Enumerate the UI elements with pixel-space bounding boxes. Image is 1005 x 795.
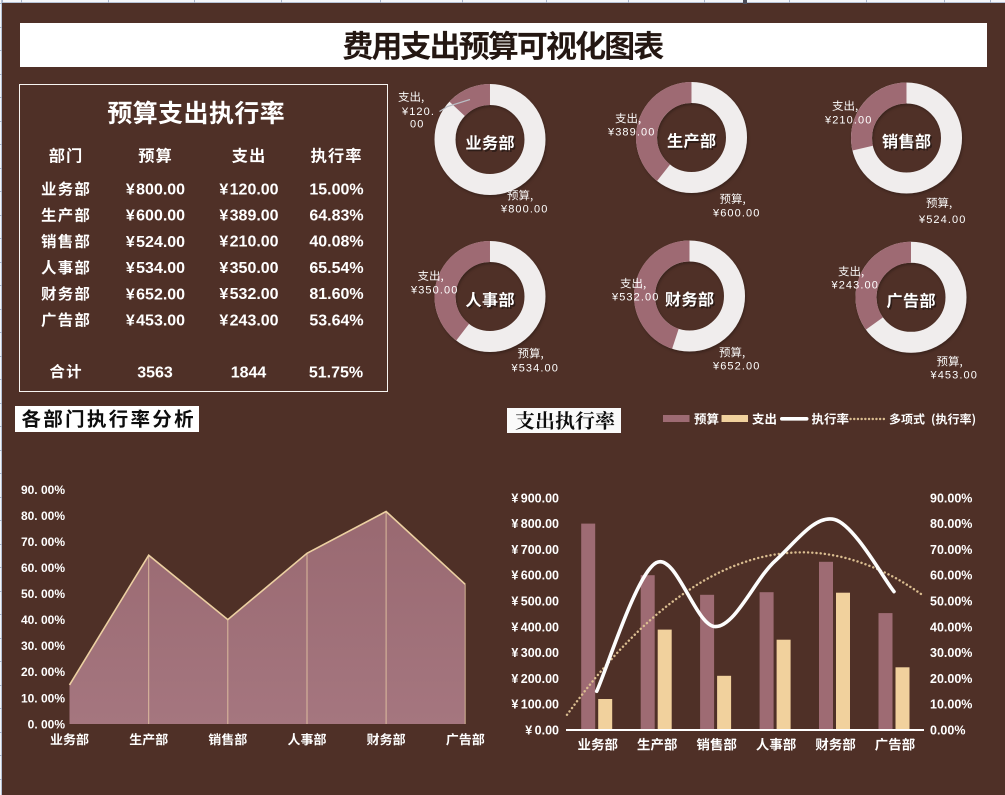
svg-text:30. 00%: 30. 00% xyxy=(21,639,65,653)
svg-text:¥ 600.00: ¥ 600.00 xyxy=(511,569,559,583)
svg-text:0.00%: 0.00% xyxy=(930,724,965,738)
svg-text:3563: 3563 xyxy=(137,364,173,381)
svg-text:81.60%: 81.60% xyxy=(309,286,363,303)
svg-text:¥ 453.00: ¥ 453.00 xyxy=(126,313,185,330)
svg-text:51.75%: 51.75% xyxy=(309,364,363,381)
svg-text:60. 00%: 60. 00% xyxy=(21,561,65,575)
svg-text:60.00%: 60.00% xyxy=(930,569,972,583)
svg-text:80. 00%: 80. 00% xyxy=(21,509,65,523)
svg-text:¥ 652.00: ¥ 652.00 xyxy=(126,286,185,303)
svg-text:65.54%: 65.54% xyxy=(309,260,363,277)
svg-text:20.00%: 20.00% xyxy=(930,672,972,686)
svg-text:90. 00%: 90. 00% xyxy=(21,483,65,497)
svg-text:10. 00%: 10. 00% xyxy=(21,691,65,705)
svg-text:¥ 200.00: ¥ 200.00 xyxy=(511,672,559,686)
svg-text:¥600.00: ¥600.00 xyxy=(712,208,760,220)
svg-text:¥ 389.00: ¥ 389.00 xyxy=(219,208,278,225)
svg-text:¥ 534.00: ¥ 534.00 xyxy=(126,260,185,277)
svg-text:15.00%: 15.00% xyxy=(309,181,363,198)
svg-text:70.00%: 70.00% xyxy=(930,543,972,557)
svg-text:80.00%: 80.00% xyxy=(930,517,972,531)
svg-text:64.83%: 64.83% xyxy=(309,208,363,225)
svg-text:¥ 210.00: ¥ 210.00 xyxy=(219,234,278,251)
svg-text:¥ 400.00: ¥ 400.00 xyxy=(511,620,559,634)
svg-text:¥ 120.00: ¥ 120.00 xyxy=(219,181,278,198)
svg-text:¥ 524.00: ¥ 524.00 xyxy=(126,234,185,251)
svg-text:¥389.00: ¥389.00 xyxy=(607,127,655,139)
svg-text:¥524.00: ¥524.00 xyxy=(918,214,966,226)
svg-text:¥532.00: ¥532.00 xyxy=(611,292,659,304)
svg-text:¥ 350.00: ¥ 350.00 xyxy=(219,260,278,277)
svg-text:¥ 300.00: ¥ 300.00 xyxy=(511,646,559,660)
svg-text:10.00%: 10.00% xyxy=(930,698,972,712)
svg-text:40. 00%: 40. 00% xyxy=(21,613,65,627)
svg-text:30.00%: 30.00% xyxy=(930,646,972,660)
svg-text:¥ 0.00: ¥ 0.00 xyxy=(525,724,559,738)
svg-text:00: 00 xyxy=(410,119,424,131)
svg-text:50.00%: 50.00% xyxy=(930,595,972,609)
svg-text:¥ 800.00: ¥ 800.00 xyxy=(126,182,185,199)
svg-text:¥453.00: ¥453.00 xyxy=(930,370,978,382)
svg-text:40.00%: 40.00% xyxy=(930,620,972,634)
svg-text:50. 00%: 50. 00% xyxy=(21,587,65,601)
svg-text:¥ 700.00: ¥ 700.00 xyxy=(511,543,559,557)
svg-text:¥ 100.00: ¥ 100.00 xyxy=(511,698,559,712)
svg-text:¥800.00: ¥800.00 xyxy=(500,204,548,216)
svg-text:¥120.: ¥120. xyxy=(401,106,435,118)
svg-text:40.08%: 40.08% xyxy=(309,234,363,251)
svg-text:1844: 1844 xyxy=(231,364,267,381)
svg-text:20. 00%: 20. 00% xyxy=(21,665,65,679)
svg-text:¥ 900.00: ¥ 900.00 xyxy=(511,491,559,505)
svg-text:¥ 532.00: ¥ 532.00 xyxy=(219,286,278,303)
svg-text:¥210.00: ¥210.00 xyxy=(824,115,872,127)
svg-text:¥ 500.00: ¥ 500.00 xyxy=(511,595,559,609)
svg-text:¥534.00: ¥534.00 xyxy=(511,363,559,375)
svg-text:¥652.00: ¥652.00 xyxy=(712,361,760,373)
svg-text:70. 00%: 70. 00% xyxy=(21,535,65,549)
svg-text:53.64%: 53.64% xyxy=(309,312,363,329)
svg-text:0. 00%: 0. 00% xyxy=(28,717,66,731)
svg-text:¥ 243.00: ¥ 243.00 xyxy=(219,312,278,329)
svg-text:¥ 600.00: ¥ 600.00 xyxy=(126,208,185,225)
svg-text:¥243.00: ¥243.00 xyxy=(831,280,879,292)
svg-text:90.00%: 90.00% xyxy=(930,491,972,505)
svg-text:¥350.00: ¥350.00 xyxy=(410,285,458,297)
svg-text:¥ 800.00: ¥ 800.00 xyxy=(511,517,559,531)
